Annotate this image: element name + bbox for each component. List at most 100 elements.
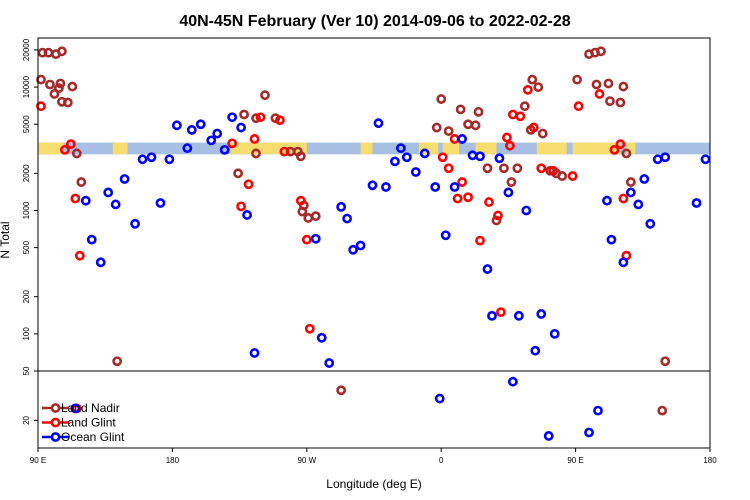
data-point <box>303 213 314 223</box>
data-point <box>513 310 524 321</box>
data-point <box>491 215 502 226</box>
y-tick-label: 500 <box>22 240 31 254</box>
data-point <box>548 165 559 176</box>
data-point <box>86 234 97 245</box>
chart-title: 40N-45N February (Ver 10) 2014-09-06 to … <box>179 13 570 30</box>
legend-label: Ocean Glint <box>61 430 125 444</box>
x-axis-label: Longitude (deg E) <box>326 477 421 491</box>
data-point <box>243 179 254 190</box>
data-point <box>543 431 554 441</box>
data-point <box>536 309 547 319</box>
data-points <box>36 46 711 441</box>
data-point <box>625 187 636 198</box>
data-point <box>591 79 602 90</box>
ocean-band <box>38 142 710 155</box>
data-point <box>195 119 206 130</box>
data-point <box>603 78 614 89</box>
data-point <box>410 167 421 177</box>
data-point <box>493 210 503 221</box>
data-point <box>618 81 629 92</box>
data-point <box>645 218 656 229</box>
series-land-nadir <box>36 46 671 416</box>
data-point <box>609 144 620 155</box>
data-point <box>395 143 406 154</box>
data-point <box>65 139 76 150</box>
y-tick-label: 100 <box>22 327 31 341</box>
land-band-segment <box>475 142 497 155</box>
x-tick-label: 90 E <box>567 456 583 465</box>
series-ocean-glint <box>70 112 711 441</box>
data-point <box>602 195 612 206</box>
data-point <box>103 187 114 198</box>
series-land-glint <box>36 84 632 414</box>
x-tick-label: 90 W <box>297 456 316 465</box>
data-point <box>110 199 121 210</box>
data-point <box>36 101 46 112</box>
data-point <box>440 230 451 241</box>
data-point <box>467 150 478 161</box>
data-point <box>43 47 54 58</box>
y-tick-label: 20000 <box>22 38 31 61</box>
data-point <box>463 119 473 130</box>
data-point <box>67 81 78 92</box>
data-point <box>443 163 454 174</box>
data-point <box>155 198 166 208</box>
data-point <box>521 205 532 216</box>
data-point <box>606 234 617 245</box>
data-point <box>236 122 246 133</box>
data-point <box>316 332 327 343</box>
data-point <box>279 146 290 157</box>
data-point <box>530 345 541 356</box>
y-tick-label: 2000 <box>22 164 31 182</box>
data-point <box>336 201 347 212</box>
data-point <box>342 213 353 224</box>
data-point <box>527 74 538 85</box>
data-point <box>519 101 530 112</box>
data-point <box>304 323 315 334</box>
data-point <box>473 106 484 117</box>
data-point <box>487 310 497 321</box>
data-point <box>507 376 518 387</box>
data-point <box>528 122 539 133</box>
data-point <box>212 128 223 139</box>
data-point <box>700 154 711 165</box>
data-point <box>348 244 358 255</box>
data-point <box>494 153 505 164</box>
data-point <box>434 393 445 404</box>
data-point <box>436 94 447 104</box>
x-tick-label: 90 E <box>30 456 46 465</box>
data-point <box>227 112 238 123</box>
data-point <box>381 182 391 192</box>
data-point <box>691 198 702 208</box>
data-point <box>70 403 81 414</box>
data-point <box>639 174 650 184</box>
data-point <box>503 187 514 198</box>
data-point <box>506 177 517 187</box>
data-point <box>572 74 582 85</box>
data-point <box>621 148 632 159</box>
data-point <box>584 427 594 438</box>
data-point <box>112 356 123 367</box>
data-point <box>137 154 148 165</box>
data-point <box>227 138 238 149</box>
data-point <box>45 79 55 90</box>
data-point <box>242 210 252 220</box>
data-point <box>62 97 73 108</box>
data-point <box>470 120 481 131</box>
data-point <box>355 240 366 251</box>
data-point <box>484 197 494 207</box>
data-point <box>633 199 644 210</box>
land-band-segment <box>572 142 621 155</box>
data-point <box>297 206 308 217</box>
data-point <box>504 140 515 151</box>
data-point <box>390 156 400 167</box>
data-point <box>652 154 663 165</box>
data-point <box>457 177 468 187</box>
data-point <box>146 152 157 163</box>
x-tick-label: 0 <box>439 456 444 465</box>
y-tick-label: 10000 <box>22 75 31 98</box>
legend-marker <box>50 417 61 428</box>
y-tick-label: 200 <box>22 289 31 303</box>
data-point <box>164 154 175 165</box>
